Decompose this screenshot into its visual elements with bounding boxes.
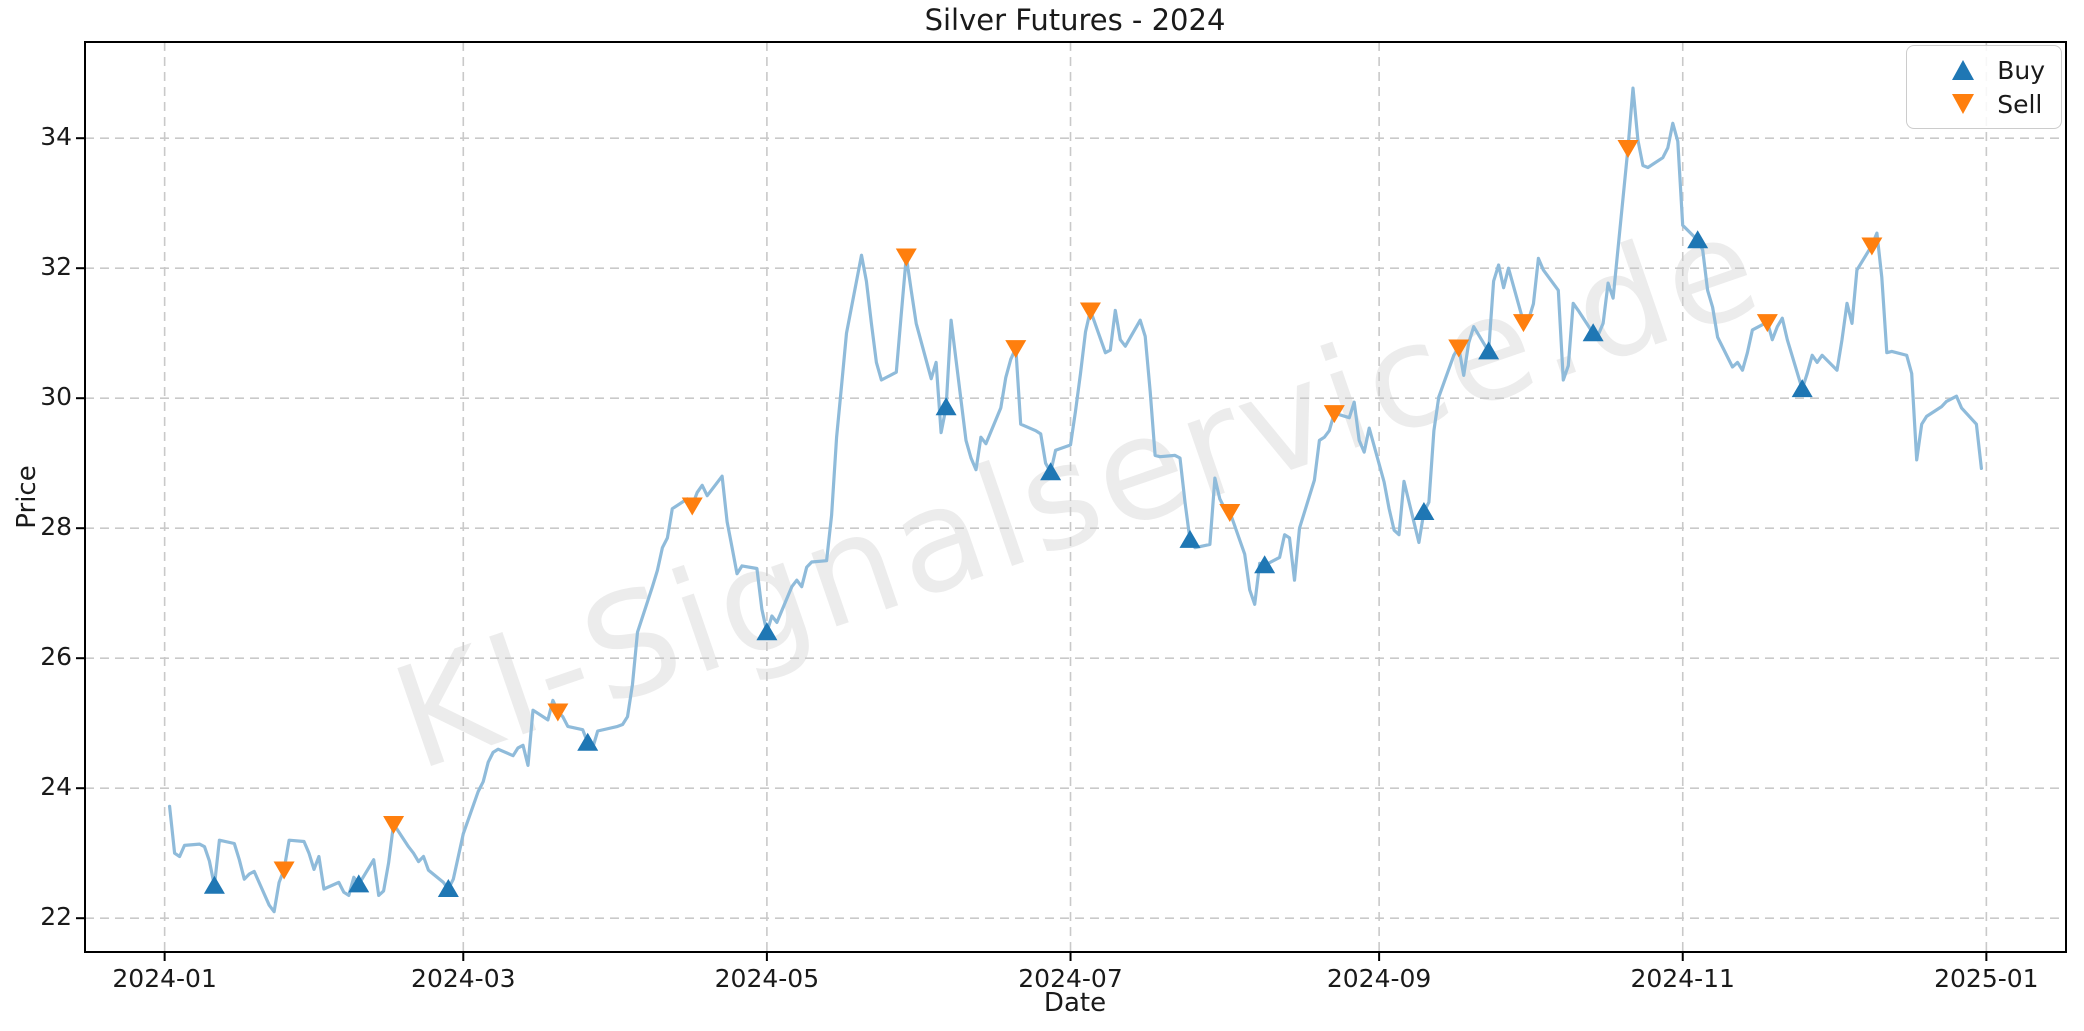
legend-row-sell: Sell xyxy=(1919,87,2045,121)
legend-label-sell: Sell xyxy=(1997,89,2043,119)
legend: Buy Sell xyxy=(1906,45,2062,129)
buy-marker xyxy=(1254,555,1276,574)
x-tick-label: 2024-11 xyxy=(1630,964,1735,993)
y-tick-label: 22 xyxy=(40,902,72,932)
sell-marker xyxy=(1617,139,1639,158)
x-tick-label: 2025-01 xyxy=(1934,964,2039,993)
buy-marker xyxy=(1179,529,1201,548)
y-tick-label: 28 xyxy=(40,512,72,542)
sell-marker xyxy=(895,248,917,267)
y-tick-label: 30 xyxy=(40,382,72,412)
y-tick-label: 32 xyxy=(40,252,72,282)
buy-marker xyxy=(935,397,957,416)
y-axis-title: Price xyxy=(12,465,42,529)
sell-marker xyxy=(1079,302,1101,321)
sell-marker xyxy=(1005,340,1027,359)
legend-row-buy: Buy xyxy=(1919,53,2045,87)
gridlines xyxy=(85,42,2066,952)
buy-marker xyxy=(1478,341,1500,360)
buy-marker xyxy=(1791,379,1813,398)
sell-marker xyxy=(383,815,405,834)
x-axis-title: Date xyxy=(1043,988,1107,1018)
sell-marker xyxy=(273,861,295,880)
x-tick-label: 2024-07 xyxy=(1018,964,1123,993)
sell-marker xyxy=(1448,339,1470,358)
chart-title: Silver Futures - 2024 xyxy=(924,3,1226,37)
y-tick-label: 26 xyxy=(40,642,72,672)
x-tick-label: 2024-09 xyxy=(1326,964,1432,993)
sell-marker xyxy=(1861,237,1883,256)
buy-marker xyxy=(348,874,370,893)
buy-markers xyxy=(203,230,1813,897)
sell-marker xyxy=(1219,503,1241,522)
sell-marker xyxy=(1323,405,1345,424)
buy-marker xyxy=(1687,230,1709,249)
x-tick-label: 2024-05 xyxy=(714,964,820,993)
x-tick-label: 2024-03 xyxy=(411,964,516,993)
axes-spines xyxy=(84,41,2067,953)
buy-marker xyxy=(437,878,459,897)
sell-marker xyxy=(547,703,569,722)
x-tick-label: 2024-01 xyxy=(112,964,217,993)
price-line xyxy=(168,86,1983,914)
buy-marker xyxy=(203,875,225,894)
buy-marker xyxy=(756,622,778,641)
sell-marker xyxy=(681,497,703,516)
y-tick-label: 24 xyxy=(40,772,72,802)
sell-marker xyxy=(1512,314,1534,333)
sell-triangle-icon xyxy=(1951,93,1975,115)
buy-marker xyxy=(1040,462,1062,481)
legend-label-buy: Buy xyxy=(1997,55,2045,85)
tick-marks xyxy=(76,137,1988,961)
y-tick-label: 34 xyxy=(40,122,72,152)
sell-marker xyxy=(1756,314,1778,333)
buy-marker xyxy=(577,732,599,751)
buy-marker xyxy=(1413,501,1435,520)
buy-marker xyxy=(1582,323,1604,342)
sell-markers xyxy=(273,139,1883,880)
buy-triangle-icon xyxy=(1951,59,1975,81)
